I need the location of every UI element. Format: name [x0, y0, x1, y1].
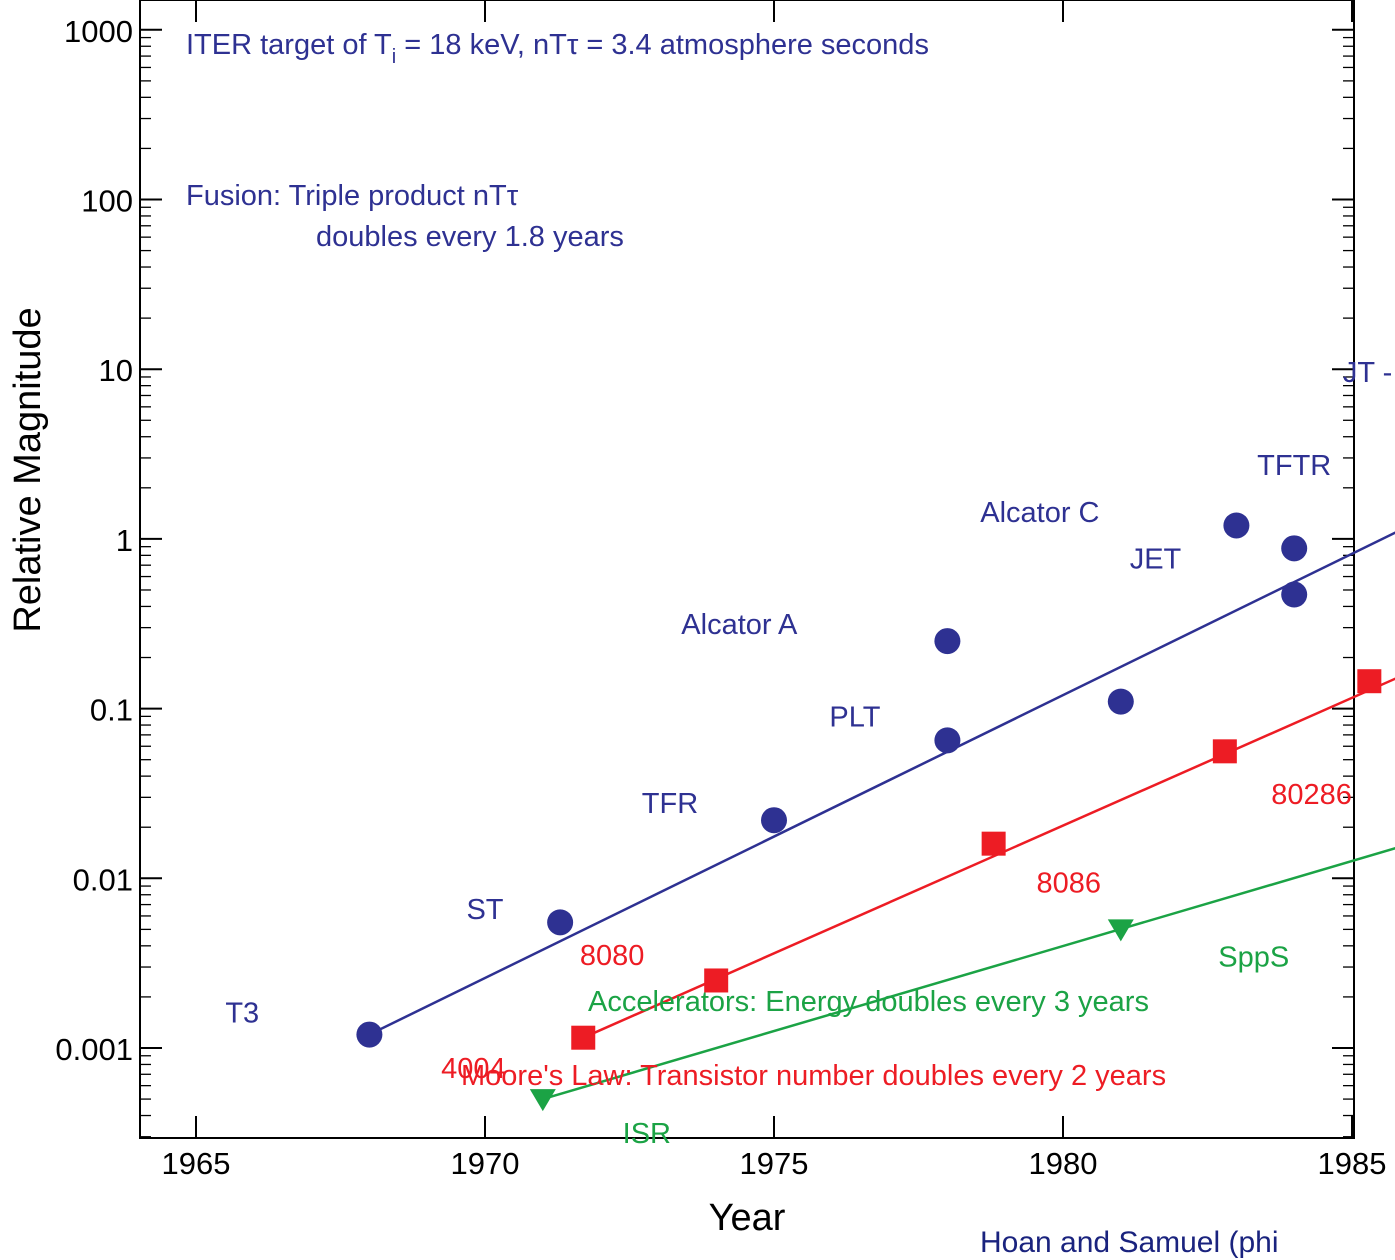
- moore-point: [981, 831, 1006, 856]
- moore-point: [1357, 669, 1382, 694]
- fusion-point: [1107, 688, 1134, 715]
- fusion-annotation-line2: doubles every 1.8 years: [316, 221, 624, 253]
- fusion-point-label: JET: [1130, 544, 1182, 576]
- moore-point-label: 80286: [1271, 779, 1352, 811]
- accelerators-point: [1107, 919, 1134, 942]
- trend-lines: [368, 531, 1395, 1101]
- iter-annotation: ITER target of Ti = 18 keV, nTτ = 3.4 at…: [186, 29, 929, 68]
- fusion-point-label: ST: [466, 894, 503, 926]
- y-tick-label: 1000: [64, 14, 133, 49]
- fusion-point-label: T3: [225, 998, 259, 1030]
- fusion-point-label: Alcator A: [681, 609, 798, 641]
- fusion-point-label: Alcator C: [980, 497, 1099, 529]
- x-tick-label: 1980: [1029, 1146, 1098, 1181]
- y-tick-label: 10: [99, 353, 133, 388]
- x-tick-label: 1975: [740, 1146, 809, 1181]
- y-tick-label: 100: [81, 184, 133, 219]
- fusion-point: [1281, 535, 1308, 562]
- moore-trend-line: [582, 677, 1395, 1039]
- fusion-trend-line: [368, 531, 1395, 1036]
- y-tick-label: 0.01: [73, 862, 133, 897]
- axis-ticks: 1965197019751980198519901995200020050.00…: [55, 0, 1387, 1181]
- x-tick-label: 1970: [451, 1146, 520, 1181]
- moore-point-label: 4004: [441, 1053, 506, 1085]
- x-tick-label: 1965: [162, 1146, 231, 1181]
- fusion-point: [934, 628, 961, 655]
- accelerators-trend-line: [542, 847, 1395, 1101]
- accelerators-point: [529, 1089, 556, 1112]
- moore-annotation: Moore's Law: Transistor number doubles e…: [461, 1060, 1166, 1092]
- fusion-point: [934, 727, 961, 754]
- y-tick-label: 0.001: [55, 1032, 133, 1067]
- y-axis-title: Relative Magnitude: [7, 307, 49, 632]
- y-tick-label: 1: [116, 523, 133, 558]
- watermark-credit: Hoan and Samuel (phi: [980, 1226, 1279, 1259]
- fusion-point: [547, 909, 574, 936]
- data-marks: [356, 512, 1382, 1112]
- fusion-point-label: PLT: [829, 702, 880, 734]
- fusion-point: [1281, 581, 1308, 608]
- accelerators-annotation: Accelerators: Energy doubles every 3 yea…: [588, 986, 1149, 1018]
- fusion-point: [1223, 512, 1250, 539]
- moore-point-label: 8080: [580, 940, 645, 972]
- x-axis-title: Year: [709, 1197, 786, 1239]
- accelerators-point-label: SppS: [1218, 942, 1289, 974]
- fusion-point: [761, 807, 787, 834]
- fusion-point: [356, 1021, 383, 1048]
- moore-point: [704, 968, 729, 993]
- fusion-annotation-line1: Fusion: Triple product nTτ: [186, 180, 519, 212]
- x-tick-label: 1985: [1318, 1146, 1387, 1181]
- fusion-point-label: TFTR: [1257, 450, 1331, 482]
- moore-point: [571, 1025, 596, 1050]
- accelerators-point-label: ISR: [623, 1118, 671, 1150]
- plot-frame: [139, 0, 1355, 1139]
- fusion-point-label: JT - 60U: [1343, 357, 1395, 389]
- data-labels: T3 ST TFR PLT Alcator A Alcator C JET TFTR JT - …: [225, 357, 1395, 1150]
- y-tick-label: 0.1: [90, 693, 133, 728]
- moore-point: [1212, 739, 1237, 764]
- moore-point-label: 8086: [1037, 868, 1102, 900]
- fusion-point-label: TFR: [642, 788, 698, 820]
